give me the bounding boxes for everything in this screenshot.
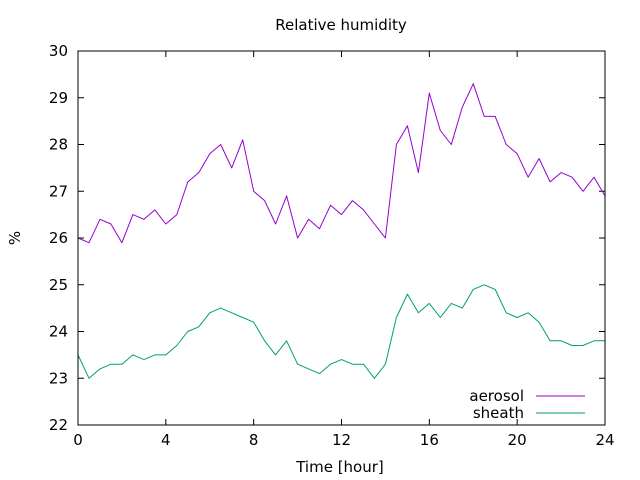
y-tick-label: 23 xyxy=(49,369,68,387)
x-tick-label: 0 xyxy=(73,431,83,449)
y-tick-label: 28 xyxy=(49,136,68,154)
y-tick-label: 22 xyxy=(49,416,68,434)
y-tick-label: 29 xyxy=(49,89,68,107)
y-tick-label: 30 xyxy=(49,42,68,60)
y-tick-label: 26 xyxy=(49,229,68,247)
series-line-aerosol xyxy=(77,83,606,244)
legend-label-sheath: sheath xyxy=(473,404,524,422)
x-tick-label: 24 xyxy=(595,431,614,449)
plot-frame xyxy=(77,50,606,426)
series-line-sheath xyxy=(77,284,605,379)
x-tick-label: 8 xyxy=(249,431,259,449)
y-tick-label: 27 xyxy=(49,182,68,200)
y-tick-label: 24 xyxy=(49,323,68,341)
series-lines xyxy=(77,83,606,379)
x-axis-label: Time [hour] xyxy=(295,458,384,476)
x-tick-label: 20 xyxy=(508,431,527,449)
y-axis-label: % xyxy=(6,231,24,245)
y-tick-label: 25 xyxy=(49,276,68,294)
chart-title: Relative humidity xyxy=(275,16,407,34)
x-tick-label: 4 xyxy=(161,431,171,449)
x-tick-label: 16 xyxy=(420,431,439,449)
legend-label-aerosol: aerosol xyxy=(469,387,524,405)
x-tick-label: 12 xyxy=(332,431,351,449)
axis-ticks: 0 4 8 12 16 20 24 22 23 24 25 26 27 28 29 30 xyxy=(49,42,615,449)
